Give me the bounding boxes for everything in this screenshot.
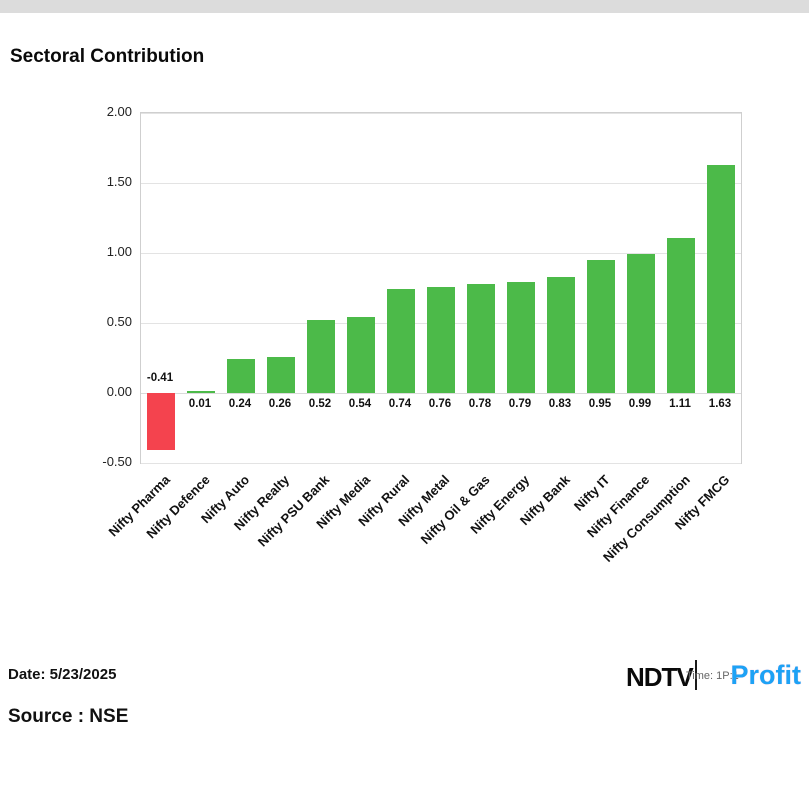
- gridline: [141, 463, 741, 464]
- y-tick-label: 2.00: [106, 104, 132, 119]
- bar-nifty-defence: [187, 391, 215, 393]
- bar-nifty-psu-bank: [307, 320, 335, 393]
- bar-nifty-realty: [267, 356, 295, 393]
- gridline: [141, 393, 741, 394]
- bar-nifty-energy: [507, 282, 535, 393]
- bar-nifty-consumption: [667, 237, 695, 393]
- bar-value-label: 0.79: [508, 398, 532, 410]
- window-top-bar: [0, 0, 809, 13]
- bar-value-label: 1.11: [669, 398, 691, 410]
- bar-value-label: 0.26: [268, 398, 292, 410]
- ndtv-profit-logo: NDTV Time: 1P:1 Profit: [626, 658, 801, 698]
- logo-separator-bar: [695, 660, 697, 690]
- bar-nifty-auto: [227, 359, 255, 393]
- y-tick-label: 0.50: [106, 314, 132, 329]
- chart-title: Sectoral Contribution: [10, 46, 205, 67]
- bar-value-label: 0.78: [468, 398, 492, 410]
- plot-area: [140, 112, 742, 464]
- y-tick-label: 1.00: [106, 244, 132, 259]
- bar-nifty-pharma: [147, 393, 175, 451]
- bar-value-label: 0.99: [628, 398, 652, 410]
- bar-nifty-finance: [627, 254, 655, 393]
- bar-value-label: 0.24: [228, 398, 252, 410]
- gridline: [141, 253, 741, 254]
- bar-value-label: 1.63: [708, 398, 732, 410]
- y-tick-label: -0.50: [102, 454, 132, 469]
- date-label: Date: 5/23/2025: [8, 666, 117, 683]
- bar-nifty-rural: [387, 289, 415, 393]
- profit-logo-text: Profit: [730, 660, 802, 690]
- bar-nifty-oil-gas: [467, 283, 495, 393]
- bar-nifty-metal: [427, 286, 455, 393]
- y-tick-label: 0.00: [106, 384, 132, 399]
- bar-nifty-fmcg: [707, 164, 735, 393]
- bar-value-label: 0.52: [308, 398, 332, 410]
- time-text: Time: 1P:1: [686, 670, 739, 682]
- source-label: Source : NSE: [8, 706, 129, 727]
- x-tick-label: Nifty PSU Bank: [255, 472, 333, 550]
- bar-value-label: 0.83: [548, 398, 572, 410]
- y-tick-label: 1.50: [106, 174, 132, 189]
- bar-nifty-media: [347, 317, 375, 393]
- ndtv-logo-text: NDTV: [626, 662, 694, 692]
- bar-nifty-it: [587, 260, 615, 393]
- gridline: [141, 113, 741, 114]
- gridline: [141, 183, 741, 184]
- bar-value-label: 0.76: [428, 398, 452, 410]
- bar-value-label: 0.95: [588, 398, 612, 410]
- bar-value-label: -0.41: [146, 372, 174, 384]
- bar-value-label: 0.01: [188, 398, 212, 410]
- bar-value-label: 0.54: [348, 398, 372, 410]
- bar-value-label: 0.74: [388, 398, 412, 410]
- bar-nifty-bank: [547, 276, 575, 393]
